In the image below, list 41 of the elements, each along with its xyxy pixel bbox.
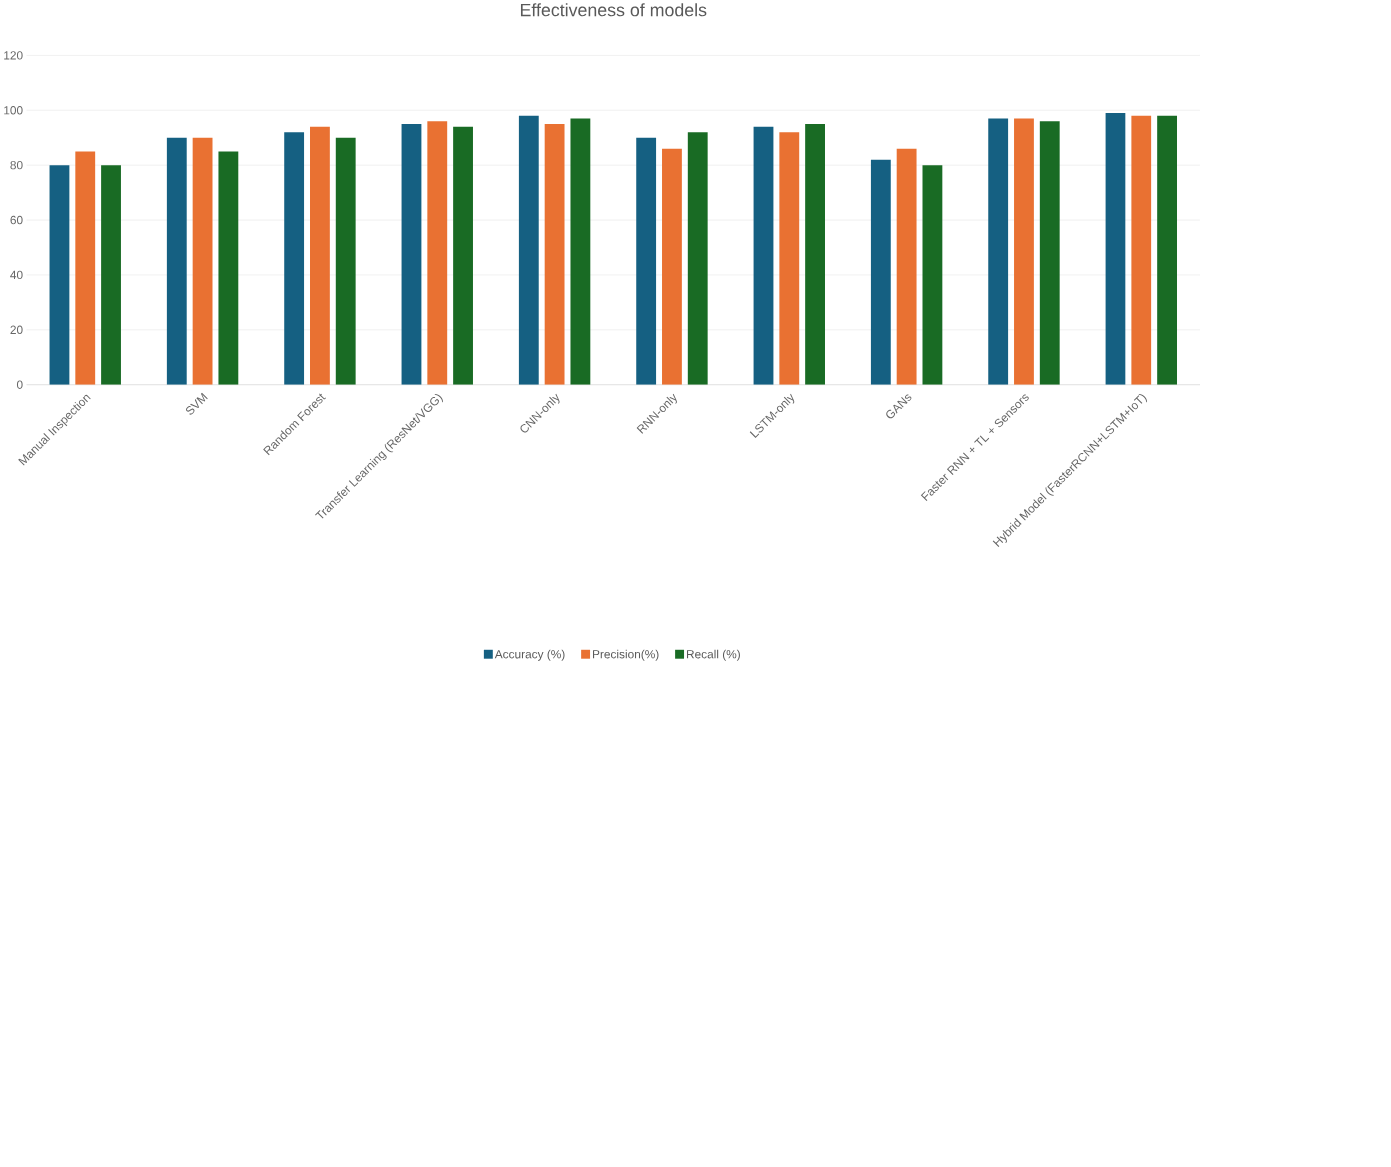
y-tick-label: 120 <box>4 51 23 60</box>
legend-label: Recall (%) <box>686 649 740 661</box>
bar <box>192 137 213 385</box>
bar <box>75 151 96 385</box>
chart-title: Effectiveness of models <box>520 3 707 17</box>
bar <box>570 118 591 385</box>
bar <box>453 126 473 385</box>
bar <box>401 124 422 385</box>
bar <box>1105 113 1126 385</box>
bar <box>662 148 682 385</box>
bar <box>779 132 800 385</box>
bar <box>101 165 121 385</box>
legend-label: Accuracy (%) <box>494 649 565 661</box>
bar <box>636 137 657 385</box>
bar <box>49 165 70 385</box>
bar <box>166 137 187 385</box>
bar <box>284 132 305 385</box>
legend-label: Precision(%) <box>593 649 659 661</box>
bar <box>687 132 708 385</box>
bar <box>218 151 239 385</box>
bar <box>1014 118 1034 385</box>
bar <box>922 165 943 385</box>
bar <box>544 124 565 385</box>
bar <box>805 124 825 385</box>
bar <box>335 137 356 385</box>
y-tick-label: 20 <box>10 325 23 335</box>
bar <box>896 148 917 385</box>
y-tick-label: 40 <box>10 270 23 280</box>
bar <box>1039 121 1060 385</box>
bar <box>753 126 774 385</box>
bar <box>988 118 1009 385</box>
bar <box>518 115 539 385</box>
y-tick-label: 60 <box>10 215 23 225</box>
y-tick-label: 100 <box>4 106 23 115</box>
y-tick-label: 0 <box>16 380 23 389</box>
bar <box>427 121 448 385</box>
bar <box>1157 115 1178 385</box>
bar <box>870 159 891 385</box>
bar <box>310 126 330 385</box>
y-tick-label: 80 <box>10 161 23 170</box>
bar <box>1131 115 1152 385</box>
